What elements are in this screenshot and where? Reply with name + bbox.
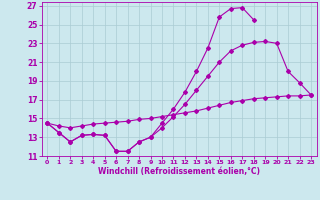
- X-axis label: Windchill (Refroidissement éolien,°C): Windchill (Refroidissement éolien,°C): [98, 167, 260, 176]
